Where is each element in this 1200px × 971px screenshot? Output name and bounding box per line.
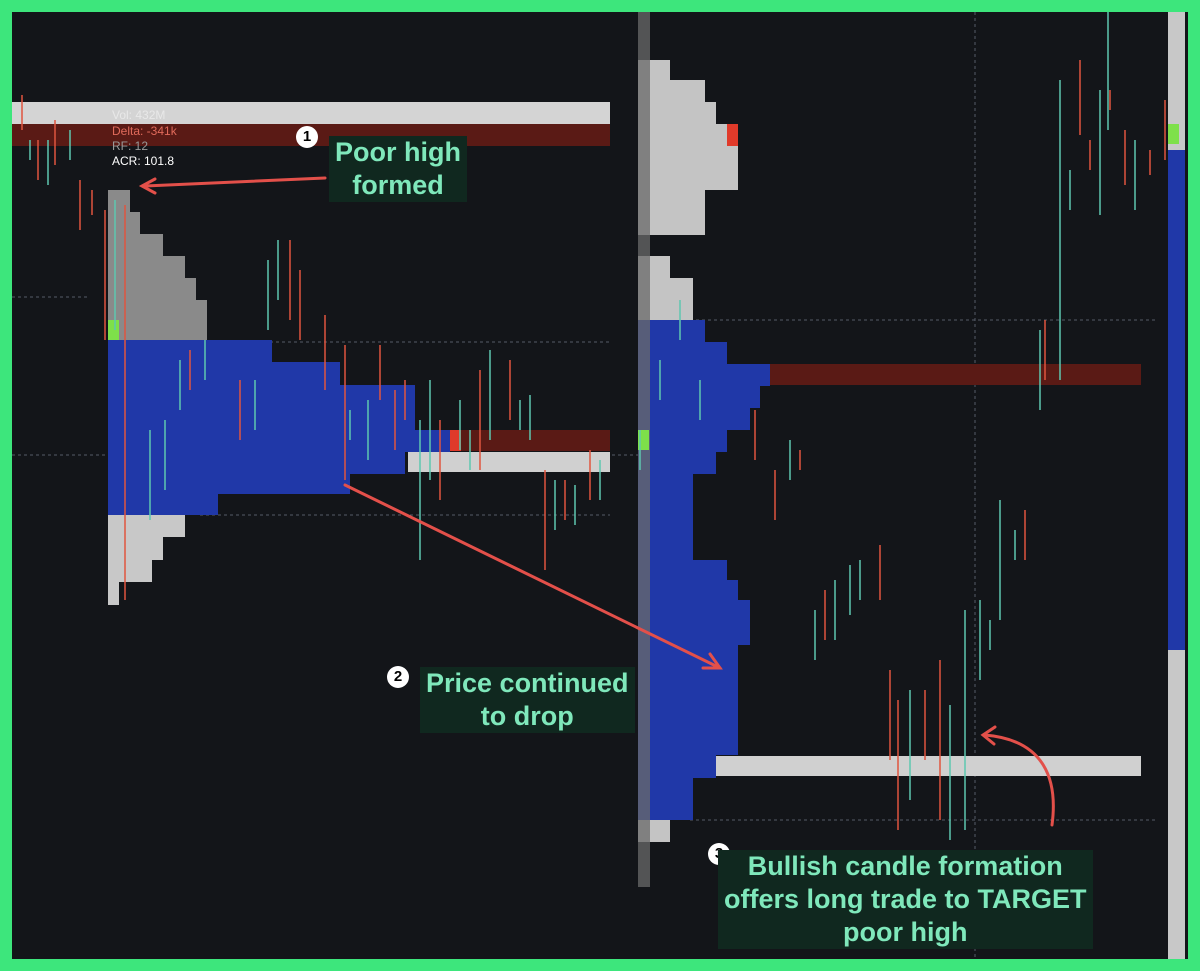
chart-area: Vol: 432M Delta: -341k RF: 12 ACR: 101.8… — [12, 12, 1188, 959]
annotation-line: Poor high — [335, 137, 461, 167]
annotation-line: offers long trade to TARGET — [724, 884, 1087, 914]
annotation: Poor high formed — [329, 136, 467, 202]
rf-stat: RF: 12 — [112, 139, 149, 153]
volume-stat: Vol: 432M — [112, 108, 166, 122]
annotation-line: Bullish candle formation — [747, 851, 1063, 881]
step-number: 2 — [387, 666, 409, 688]
annotation-line: Price continued — [426, 668, 629, 698]
volume-band — [408, 452, 610, 472]
delta-band — [770, 364, 1141, 385]
bullish-candles — [29, 12, 1136, 840]
profile-column — [1168, 150, 1185, 650]
delta-stat: Delta: -341k — [112, 124, 177, 138]
acr-stat: ACR: 101.8 — [112, 154, 175, 168]
annotation-line: poor high — [843, 917, 968, 947]
poc-marker — [638, 430, 649, 450]
arrows — [138, 176, 1055, 827]
footprint-chart — [12, 12, 1185, 959]
annotation-line: to drop — [480, 701, 574, 731]
annotation: Price continued to drop — [420, 667, 635, 733]
volume-band — [12, 102, 610, 124]
annotation: Bullish candle formation offers long tra… — [718, 850, 1093, 949]
delta-marker — [727, 124, 738, 146]
delta-marker — [450, 430, 461, 451]
bearish-candles — [21, 60, 1166, 830]
volume-band — [716, 756, 1141, 776]
annotation-line: formed — [352, 170, 444, 200]
poc-marker — [108, 320, 119, 340]
poc-marker — [1168, 124, 1179, 144]
step-number: 1 — [296, 126, 318, 148]
